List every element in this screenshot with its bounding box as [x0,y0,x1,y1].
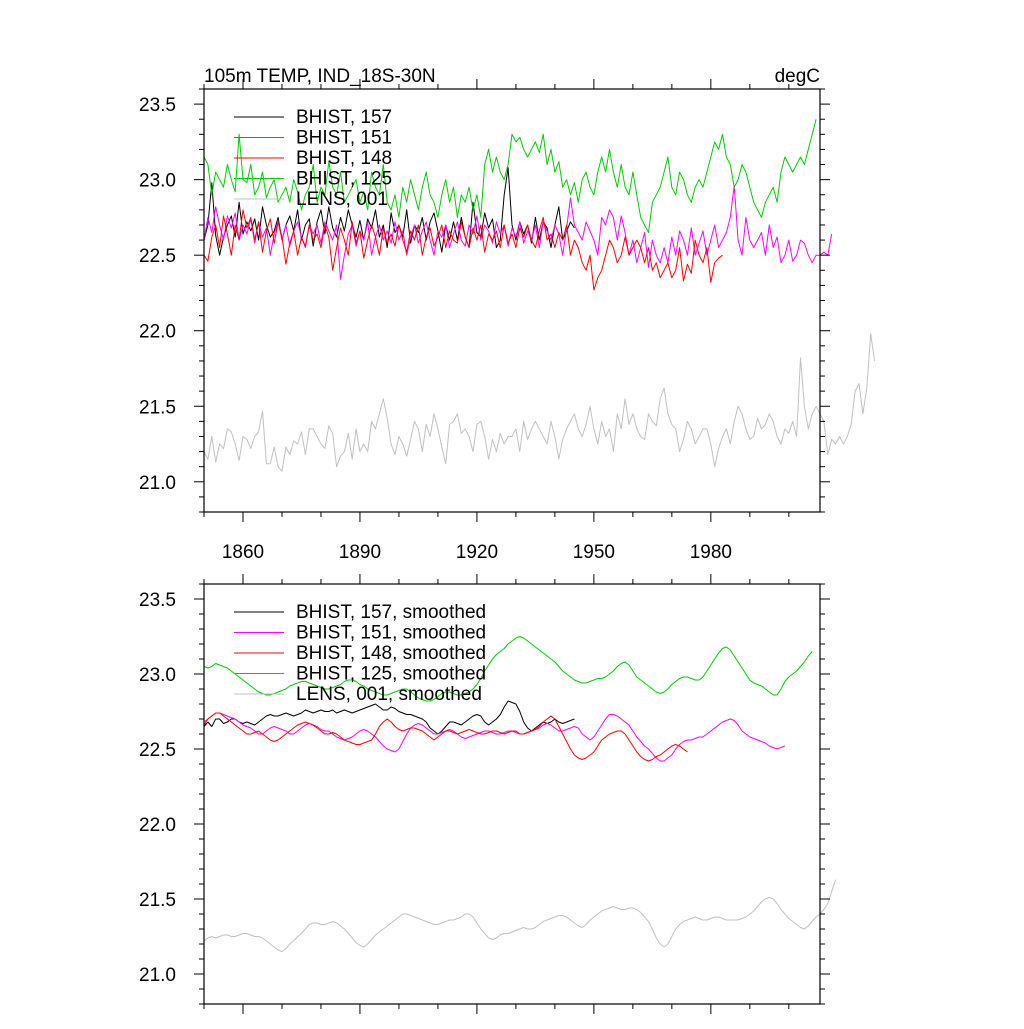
y-ticks [194,583,830,1005]
x-ticks [203,574,790,1014]
legend-entry: LENS, 001, smoothed [296,684,482,705]
x-ticks [203,79,790,522]
y-tick-label: 23.5 [139,95,176,116]
legend-entry: BHIST, 151 [296,128,392,149]
legend-entry: BHIST, 151, smoothed [296,623,486,644]
x-tick-label: 1860 [222,542,264,563]
series-line-5 [203,879,837,952]
legend-entry: BHIST, 125 [296,169,392,190]
legend-entry: BHIST, 157, smoothed [296,602,486,623]
y-tick-label: 22.0 [139,322,176,343]
y-tick-label: 21.0 [139,473,176,494]
legend-entry: BHIST, 125, smoothed [296,664,486,685]
y-tick-label: 22.0 [139,815,176,836]
plot-panel-1: 21.0 21.5 22.0 22.5 23.0 23.5 1860 1890 1920 1950… [139,66,876,563]
y-tick-label: 23.5 [139,590,176,611]
y-tick-label: 21.5 [139,397,176,418]
legend-entry: LENS, 001 [296,189,388,210]
x-tick-label: 1950 [573,542,615,563]
series-line-4 [203,636,813,702]
series-line-5 [203,333,876,472]
x-tick-label: 1890 [339,542,381,563]
plot-panel-2: 21.0 21.5 22.0 22.5 23.0 23.5 BHIST, 157, smoo… [139,574,837,1014]
series-line-4 [203,119,817,233]
series-line-3 [203,209,723,291]
x-tick-label: 1920 [456,542,498,563]
series-line-3 [203,712,688,762]
series-line-1 [203,167,575,256]
legend-entry: BHIST, 157 [296,107,392,128]
y-tick-label: 23.0 [139,171,176,192]
y-tick-label: 23.0 [139,665,176,686]
y-ticks [194,88,830,513]
series-line-2 [203,712,786,762]
x-tick-label: 1980 [690,542,732,563]
y-tick-label: 22.5 [139,740,176,761]
legend-entry: BHIST, 148, smoothed [296,643,486,664]
legend-entry: BHIST, 148 [296,148,392,169]
units-label: degC [775,66,820,87]
y-tick-label: 21.5 [139,890,176,911]
y-tick-label: 22.5 [139,246,176,267]
y-tick-label: 21.0 [139,965,176,986]
chart-title: 105m TEMP, IND_18S-30N [204,66,436,87]
series-line-1 [203,700,575,735]
